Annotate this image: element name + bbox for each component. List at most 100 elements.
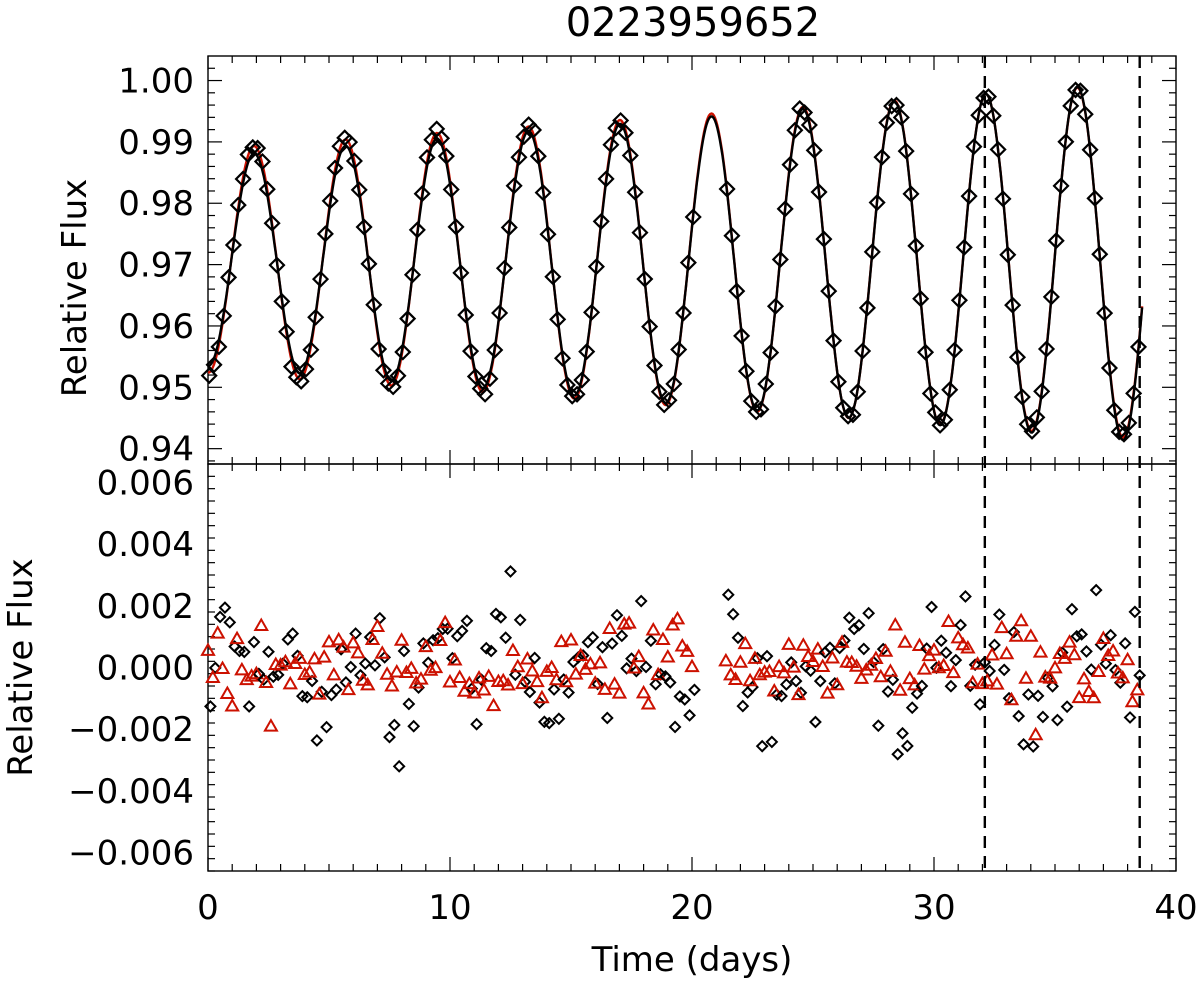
- flux-point: [278, 323, 296, 341]
- residual-point-model-2: [1105, 642, 1121, 657]
- top-panel: 0.94 0.95 0.96 0.97 0.98 0.99 1.00 Relative Flu…: [55, 55, 1177, 470]
- residual-point-model-2: [882, 663, 899, 677]
- residual-point-model-1: [571, 650, 585, 664]
- flux-point: [989, 140, 1007, 159]
- residual-point-model-2: [853, 670, 870, 684]
- residual-point-model-2: [374, 645, 390, 659]
- flux-point: [873, 148, 891, 166]
- residual-point-model-2: [752, 666, 768, 681]
- flux-point: [766, 297, 785, 315]
- residual-point-model-2: [805, 653, 821, 668]
- residual-point-model-1: [910, 687, 924, 701]
- residual-point-model-1: [605, 637, 619, 650]
- residual-point-model-1: [610, 608, 624, 622]
- flux-point: [524, 121, 543, 139]
- flux-point: [1018, 415, 1036, 433]
- bottom-panel: −0.006 −0.004 −0.002 0.000 0.002 0.004 0.006 0 1…: [1, 463, 1198, 980]
- residual-point-model-2: [626, 660, 642, 674]
- residual-point-model-1: [286, 627, 300, 640]
- residual-point-model-2: [418, 638, 434, 653]
- flux-point: [263, 214, 281, 232]
- residual-point-model-2: [505, 642, 521, 656]
- residual-point-model-2: [1013, 612, 1029, 627]
- residual-point-model-2: [398, 664, 415, 678]
- residual-point-model-2: [495, 672, 511, 687]
- flux-point: [626, 183, 644, 201]
- flux-point: [229, 196, 247, 214]
- residual-point-model-2: [611, 685, 628, 699]
- flux-point: [825, 332, 843, 350]
- residual-point-model-1: [320, 720, 333, 734]
- flux-point: [437, 147, 455, 165]
- residual-point-model-2: [660, 649, 676, 663]
- residual-point-model-1: [1051, 713, 1064, 727]
- flux-point: [307, 308, 325, 326]
- residual-point-model-2: [819, 685, 836, 699]
- flux-point: [936, 411, 954, 429]
- residual-point-model-1: [349, 627, 363, 641]
- residual-point-model-2: [940, 613, 957, 627]
- flux-point: [771, 250, 789, 269]
- flux-point: [854, 342, 872, 360]
- residual-point-model-2: [718, 652, 734, 667]
- flux-point: [394, 343, 412, 361]
- residual-point-model-1: [300, 690, 314, 704]
- residual-point-model-1: [721, 588, 735, 602]
- residual-point-model-1: [368, 658, 382, 672]
- flux-point: [979, 88, 998, 106]
- flux-point: [321, 192, 339, 210]
- flux-point: [1033, 382, 1051, 400]
- flux-point: [931, 416, 949, 434]
- flux-point: [829, 373, 847, 391]
- residual-point-model-2: [960, 639, 976, 654]
- residual-point-model-2: [766, 683, 783, 697]
- residual-point-model-2: [1090, 663, 1107, 677]
- residual-point-model-2: [887, 617, 904, 631]
- residual-point-model-1: [213, 610, 227, 624]
- residual-point-model-1: [310, 734, 324, 747]
- residual-point-model-1: [634, 594, 648, 608]
- residual-point-model-2: [771, 658, 787, 673]
- residual-point-model-1: [204, 700, 217, 713]
- flux-point: [631, 224, 649, 242]
- top-ytick-label: 0.96: [118, 307, 194, 347]
- flux-point: [1008, 348, 1027, 366]
- flux-point: [239, 145, 257, 164]
- flux-point: [616, 124, 635, 142]
- residual-point-model-2: [543, 659, 560, 674]
- residual-point-model-1: [809, 715, 822, 729]
- residual-point-model-1: [886, 673, 900, 687]
- residual-point-model-1: [1070, 629, 1084, 643]
- residual-point-model-1: [1021, 688, 1035, 701]
- flux-point: [495, 259, 514, 277]
- residual-point-model-1: [988, 638, 1001, 652]
- residual-point-model-2: [219, 685, 236, 699]
- residual-point-model-2: [935, 657, 952, 672]
- residual-point-model-2: [868, 650, 884, 665]
- bottom-y-axis-label: Relative Flux: [1, 558, 41, 777]
- residual-point-model-1: [513, 613, 527, 627]
- flux-point: [505, 177, 523, 195]
- bottom-ytick-label: −0.002: [68, 710, 194, 750]
- flux-point: [1105, 401, 1123, 419]
- residual-point-model-2: [350, 644, 366, 659]
- residual-point-model-1: [1017, 737, 1030, 751]
- residual-point-model-2: [1124, 693, 1141, 708]
- flux-point: [568, 385, 586, 403]
- residual-point-model-2: [529, 673, 545, 688]
- flux-point: [539, 225, 557, 243]
- residual-point-model-2: [781, 636, 797, 650]
- residual-point-model-1: [1012, 709, 1026, 723]
- residual-point-model-2: [902, 670, 918, 685]
- flux-point: [268, 256, 286, 274]
- bottom-ytick-label: −0.004: [68, 772, 194, 812]
- residual-point-model-1: [460, 614, 474, 628]
- flux-point: [950, 291, 968, 309]
- residual-point-model-1: [528, 651, 542, 665]
- residual-point-model-2: [379, 666, 395, 680]
- residual-point-model-1: [939, 646, 953, 660]
- flux-point: [752, 400, 770, 418]
- flux-point: [999, 246, 1017, 264]
- residual-point-model-1: [997, 663, 1011, 677]
- residual-point-model-2: [635, 684, 652, 699]
